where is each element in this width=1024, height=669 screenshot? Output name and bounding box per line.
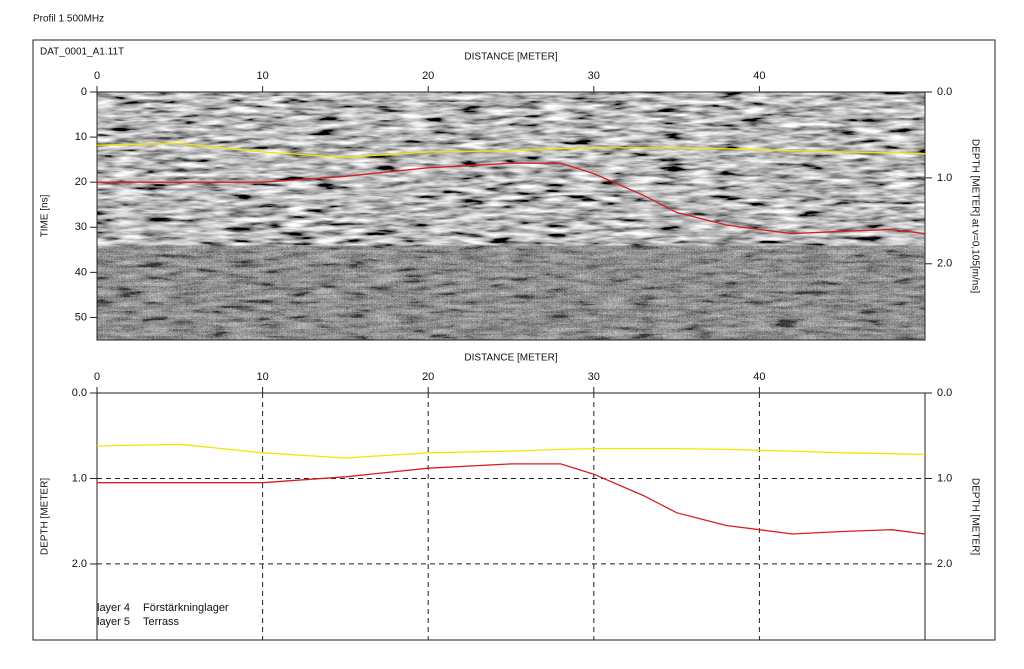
y-tick-label: 1.0 [72,472,87,484]
x-tick-label: 10 [256,70,268,82]
series-line [96,142,926,159]
x-tick-label: 20 [422,371,434,383]
legend-name: layer 4 [97,602,130,614]
y-tick-label: 0 [81,86,87,98]
y2-tick-label: 1.0 [937,472,952,484]
y2-tick-label: 0.0 [937,387,952,399]
x-tick-label: 30 [588,70,600,82]
y2-tick-label: 0.0 [937,86,952,98]
legend-description: Terrass [143,616,180,628]
radargram-noise [97,245,925,340]
legend-name: layer 5 [97,616,130,628]
x-tick-label: 20 [422,70,434,82]
series-line [97,162,926,235]
legend-description: Förstärkninglager [143,602,229,614]
chart-title: DAT_0001_A1.11T [40,47,124,58]
y2-tick-label: 1.0 [937,172,952,184]
y-tick-label: 40 [75,266,87,278]
y-axis-label: TIME [ns] [40,194,51,237]
x-tick-label: 40 [753,371,765,383]
y-tick-label: 2.0 [72,558,87,570]
y-axis-label: DEPTH [METER] [40,478,51,555]
y-tick-label: 10 [75,131,87,143]
x-axis-label: DISTANCE [METER] [464,52,557,63]
x-tick-label: 0 [94,70,100,82]
y-tick-label: 20 [75,176,87,188]
series-line [96,443,926,459]
page-title: Profil 1 500MHz [33,14,104,25]
y-tick-label: 30 [75,221,87,233]
x-tick-label: 10 [256,371,268,383]
y-tick-label: 50 [75,311,87,323]
y2-tick-label: 2.0 [937,258,952,270]
x-tick-label: 0 [94,371,100,383]
plot-area [96,91,926,341]
y2-tick-label: 2.0 [937,558,952,570]
x-axis-label: DISTANCE [METER] [464,353,557,364]
x-tick-label: 30 [588,371,600,383]
y2-axis-label: DEPTH [METER] [969,478,980,555]
series-line [97,463,926,535]
x-tick-label: 40 [753,70,765,82]
y-tick-label: 0.0 [72,387,87,399]
y2-axis-label: DEPTH [METER] at v=0,105[m/ns] [969,139,980,293]
